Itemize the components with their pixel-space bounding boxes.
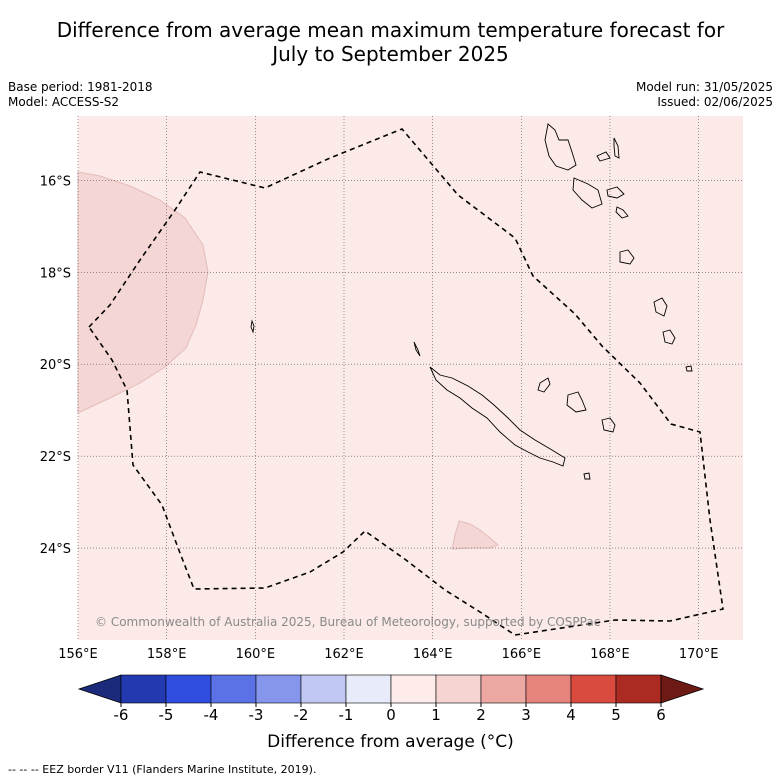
- model-name: Model: ACCESS-S2: [8, 95, 120, 109]
- colorbar-bin: [525, 674, 572, 704]
- colorbar-bin: [120, 674, 167, 704]
- map-title-line-1: Difference from average mean maximum tem…: [56, 18, 725, 42]
- ambrym: [606, 186, 625, 199]
- colorbar-tick-label: 5: [611, 706, 621, 724]
- anomaly-patch-south: [451, 520, 499, 550]
- chesterfield-reef: [250, 319, 255, 334]
- colorbar-bin: [345, 674, 392, 704]
- colorbar-tick-label: -1: [339, 706, 354, 724]
- mare: [601, 417, 616, 433]
- ambae: [596, 151, 611, 162]
- meta-right: Model run: 31/05/2025 Issued: 02/06/2025: [636, 80, 773, 110]
- new-caledonia-grande-terre: [429, 366, 566, 467]
- espiritu-santo: [544, 123, 577, 171]
- colorbar-extend-high: [660, 674, 705, 704]
- colorbar-tick-label: 4: [566, 706, 576, 724]
- eez-border-line: [87, 128, 724, 636]
- colorbar-tick-label: 2: [476, 706, 486, 724]
- base-period: Base period: 1981-2018: [8, 80, 153, 94]
- eez-legend-footnote: -- -- -- EEZ border V11 (Flanders Marine…: [8, 763, 317, 776]
- maewo-pentecost: [613, 137, 620, 159]
- longitude-tick-label: 160°E: [236, 647, 276, 662]
- aneityum: [685, 365, 693, 372]
- colorbar-tick-label: -4: [204, 706, 219, 724]
- colorbar-bin: [165, 674, 212, 704]
- colorbar-tick-label: 6: [656, 706, 666, 724]
- colorbar-tick-label: -6: [114, 706, 129, 724]
- colorbar-bin: [300, 674, 347, 704]
- copyright-notice: © Commonwealth of Australia 2025, Bureau…: [95, 615, 600, 629]
- issued-date: Issued: 02/06/2025: [657, 95, 773, 109]
- longitude-tick-label: 156°E: [58, 647, 98, 662]
- colorbar-bin: [615, 674, 662, 704]
- colorbar-tick-label: -3: [249, 706, 264, 724]
- colorbar-bin: [210, 674, 257, 704]
- lifou: [566, 391, 587, 413]
- map-title: Difference from average mean maximum tem…: [0, 18, 781, 66]
- colorbar-bin: [480, 674, 527, 704]
- colorbar-bin: [570, 674, 617, 704]
- latitude-tick-label: 24°S: [40, 542, 71, 557]
- colorbar-title: Difference from average (°C): [267, 732, 514, 752]
- longitude-tick-label: 162°E: [324, 647, 364, 662]
- malekula: [572, 177, 603, 209]
- colorbar: [77, 674, 705, 704]
- colorbar-tick-label: -2: [294, 706, 309, 724]
- latitude-tick-label: 18°S: [40, 266, 71, 281]
- longitude-tick-label: 168°E: [590, 647, 630, 662]
- colorbar-extend-low: [77, 674, 122, 704]
- isle-of-pines: [583, 472, 591, 480]
- belep-islands: [413, 341, 421, 357]
- coastlines: [250, 123, 693, 480]
- tanna: [662, 329, 676, 345]
- anomaly-patch-west: [77, 171, 209, 414]
- latitude-tick-label: 20°S: [40, 358, 71, 373]
- latitude-labels: 16°S 18°S 20°S 22°S 24°S: [40, 174, 71, 557]
- colorbar-tick-label: 3: [521, 706, 531, 724]
- map-background: [78, 116, 743, 640]
- latitude-tick-label: 16°S: [40, 174, 71, 189]
- colorbar-tick-label: 1: [431, 706, 441, 724]
- longitude-tick-label: 166°E: [502, 647, 542, 662]
- erromango: [653, 297, 668, 317]
- colorbar-tick-label: -5: [159, 706, 174, 724]
- colorbar-bin: [435, 674, 482, 704]
- graticule: [77, 116, 743, 640]
- efate: [619, 249, 635, 265]
- eez-border: [87, 128, 724, 636]
- longitude-tick-label: 164°E: [413, 647, 453, 662]
- colorbar-ticks: -6 -5 -4 -3 -2 -1 0 1 2 3 4 5 6: [114, 703, 666, 724]
- colorbar-bin: [255, 674, 302, 704]
- meta-left: Base period: 1981-2018 Model: ACCESS-S2: [8, 80, 153, 110]
- colorbar-tick-label: 0: [386, 706, 396, 724]
- longitude-tick-label: 158°E: [147, 647, 187, 662]
- model-run: Model run: 31/05/2025: [635, 80, 773, 94]
- longitude-labels: 156°E 158°E 160°E 162°E 164°E 166°E 168°E 170°E: [58, 647, 718, 662]
- colorbar-bin: [390, 674, 437, 704]
- longitude-tick-label: 170°E: [679, 647, 719, 662]
- epi-shepherds: [615, 206, 629, 219]
- ouvea: [537, 377, 551, 393]
- map-title-line-2: July to September 2025: [272, 42, 509, 66]
- latitude-tick-label: 22°S: [40, 450, 71, 465]
